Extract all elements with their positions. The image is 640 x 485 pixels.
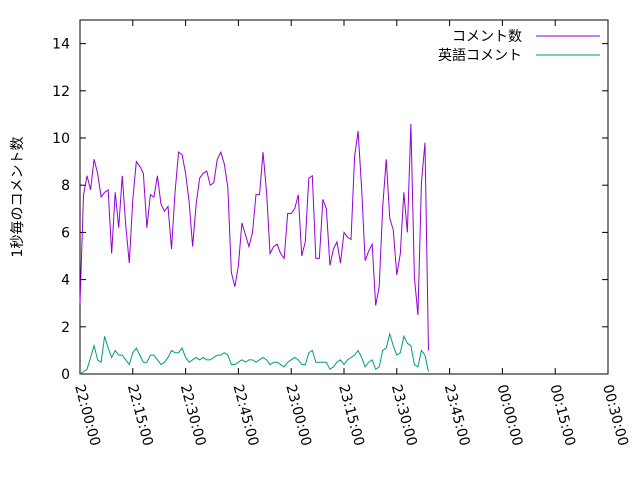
x-tick-label: 00:00:00 (494, 383, 526, 448)
x-tick-label: 22:15:00 (124, 383, 156, 448)
y-tick-label: 10 (52, 131, 70, 147)
series-layer (79, 123, 429, 375)
x-tick-label: 23:45:00 (441, 383, 473, 448)
y-axis: 0 2 4 6 8 10 12 14 (52, 37, 608, 383)
x-tick-label: 00:30:00 (599, 383, 631, 448)
y-tick-label: 14 (52, 37, 70, 53)
y-tick-label: 8 (61, 178, 70, 194)
legend-label: 英語コメント (438, 47, 522, 64)
series-line-1 (79, 123, 429, 351)
y-tick-label: 0 (61, 367, 70, 383)
y-tick-label: 4 (61, 273, 70, 289)
x-tick-label: 22:45:00 (230, 383, 262, 448)
x-tick-label: 23:30:00 (388, 383, 420, 448)
y-tick-label: 6 (61, 225, 70, 241)
x-tick-label: 22:00:00 (71, 383, 103, 448)
legend-label: コメント数 (452, 29, 522, 45)
x-tick-label: 22:30:00 (177, 383, 209, 448)
series-line-2 (79, 331, 429, 375)
y-tick-label: 2 (61, 320, 70, 336)
y-tick-label: 12 (52, 84, 70, 100)
plot-frame (79, 19, 609, 375)
x-tick-label: 23:15:00 (335, 383, 367, 448)
x-tick-label: 00:15:00 (546, 383, 578, 448)
x-tick-label: 23:00:00 (282, 383, 314, 448)
y-axis-label: 1秒毎のコメント数 (10, 137, 26, 258)
